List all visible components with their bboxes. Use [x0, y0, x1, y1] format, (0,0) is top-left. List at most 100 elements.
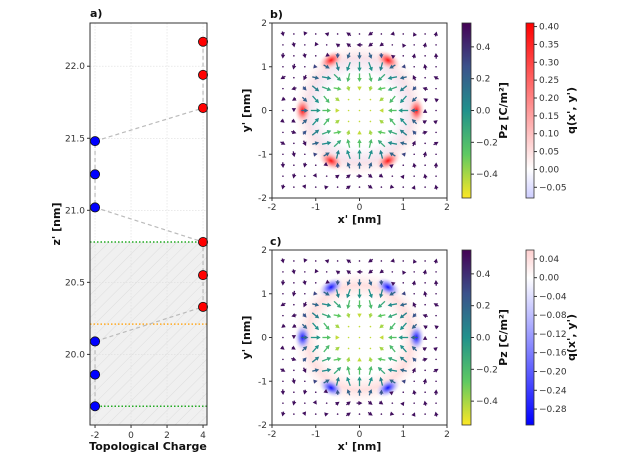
polarization-arrowhead: [335, 97, 340, 102]
polarization-arrowhead: [325, 325, 330, 331]
polarization-arrowhead: [336, 76, 342, 82]
polarization-arrowhead: [327, 141, 332, 146]
q-colorbar-tick-label: 0.25: [539, 76, 559, 86]
q-colorbar-tick-label: −0.20: [539, 368, 567, 378]
polarization-arrow: [368, 73, 372, 80]
polarization-arrowhead: [423, 290, 428, 296]
polarization-arrowhead: [399, 368, 405, 373]
panel-a-title: a): [90, 7, 102, 20]
polarization-arrowhead: [280, 163, 286, 169]
polarization-dot: [293, 55, 295, 57]
polarization-dot: [369, 98, 372, 101]
polarization-arrowhead: [388, 108, 393, 113]
polarization-dot: [402, 33, 405, 35]
polarization-arrowhead: [433, 141, 439, 146]
polarization-arrowhead: [412, 32, 418, 37]
polarization-arrowhead: [411, 367, 416, 373]
polarization-arrowhead: [368, 129, 373, 135]
polarization-arrowhead: [313, 152, 318, 157]
data-point: [90, 202, 101, 213]
x-tick-label: 4: [200, 431, 206, 441]
polarization-arrowhead: [314, 75, 320, 80]
polarization-dot: [304, 402, 306, 404]
polarization-arrow: [323, 95, 329, 102]
polarization-dot: [282, 87, 284, 90]
connecting-line: [94, 41, 204, 407]
polarization-arrowhead: [379, 162, 384, 167]
polarization-arrowhead: [411, 119, 417, 124]
polarization-arrowhead: [412, 389, 417, 395]
y-axis-label: y' [nm]: [240, 89, 253, 133]
polarization-arrowhead: [303, 258, 308, 263]
q-colorbar-tick-label: −0.28: [539, 405, 567, 415]
q-colorbar-tick-label: 0.05: [539, 148, 559, 158]
polarization-arrowhead: [379, 335, 384, 340]
polarization-arrow: [379, 73, 386, 80]
polarization-arrowhead: [411, 412, 416, 417]
polarization-arrowhead: [323, 162, 329, 167]
polarization-dot: [314, 55, 317, 57]
x-tick-label: 2: [164, 431, 170, 441]
polarization-arrowhead: [346, 270, 351, 275]
polarization-dot: [358, 120, 361, 123]
q-colorbar-tick-label: 0.30: [539, 58, 559, 68]
polarization-dot: [314, 260, 317, 262]
panel-title: b): [270, 8, 283, 21]
polarization-arrow: [390, 303, 398, 306]
polarization-arrowhead: [411, 53, 417, 58]
polarization-dot: [336, 186, 339, 188]
polarization-arrowhead: [378, 173, 384, 178]
polarization-arrowhead: [379, 97, 384, 102]
pz-colorbar-tick-label: 0.4: [476, 270, 491, 280]
polarization-dot: [293, 76, 295, 79]
polarization-dot: [435, 175, 437, 177]
polarization-dot: [347, 336, 350, 339]
polarization-arrowhead: [303, 75, 308, 81]
polarization-arrow: [323, 346, 329, 353]
polarization-arrowhead: [368, 389, 373, 394]
y-axis-label: y' [nm]: [240, 316, 253, 360]
polarization-arrowhead: [433, 389, 439, 394]
polarization-arrow: [323, 119, 329, 126]
polarization-dot: [413, 65, 415, 68]
polarization-arrowhead: [291, 65, 297, 70]
x-tick-label: 0: [357, 430, 363, 440]
polarization-arrow: [347, 73, 351, 80]
polarization-dot: [282, 380, 284, 383]
polarization-arrowhead: [346, 77, 351, 83]
polarization-arrowhead: [335, 149, 340, 155]
polarization-arrowhead: [368, 77, 373, 83]
polarization-dot: [282, 175, 284, 177]
polarization-arrowhead: [422, 347, 427, 352]
polarization-dot: [293, 303, 295, 306]
polarization-arrowhead: [291, 356, 297, 362]
polarization-arrowhead: [357, 357, 362, 362]
polarization-arrowhead: [337, 313, 342, 318]
polarization-arrowhead: [358, 400, 363, 406]
polarization-arrow: [368, 300, 372, 307]
polarization-arrowhead: [399, 356, 405, 361]
q-colorbar-tick-label: 0.15: [539, 112, 559, 122]
polarization-dot: [358, 109, 361, 112]
polarization-arrowhead: [316, 108, 321, 113]
polarization-arrowhead: [399, 314, 405, 319]
polarization-arrow: [312, 119, 318, 126]
polarization-dot: [413, 402, 415, 404]
polarization-arrowhead: [387, 86, 393, 92]
polarization-arrowhead: [291, 129, 297, 135]
polarization-dot: [435, 65, 437, 68]
polarization-dot: [424, 142, 426, 145]
polarization-dot: [424, 413, 426, 415]
polarization-dot: [413, 175, 415, 177]
polarization-dot: [325, 402, 328, 404]
polarization-arrowhead: [368, 86, 373, 92]
polarization-dot: [424, 369, 426, 372]
x-tick-label: -1: [311, 430, 320, 440]
polarization-dot: [424, 391, 426, 393]
polarization-dot: [424, 260, 426, 262]
polarization-arrowhead: [389, 184, 395, 189]
y-tick-label: 0: [261, 334, 267, 344]
polarization-arrowhead: [400, 117, 405, 123]
polarization-dot: [347, 325, 350, 328]
polarization-dot: [380, 186, 383, 188]
